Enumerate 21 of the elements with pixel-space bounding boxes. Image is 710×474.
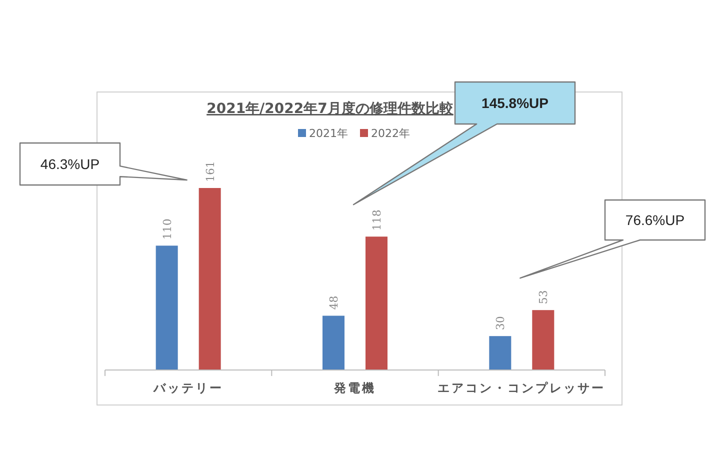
data-label: 53	[537, 290, 550, 304]
bar	[198, 188, 221, 370]
legend-label: 2022年	[371, 127, 410, 140]
text: 46.3%UP	[40, 156, 100, 172]
title: 2021年/2022年7月度の修理件数比較	[206, 101, 454, 117]
data-label: 30	[494, 316, 508, 330]
data-label: 110	[160, 218, 174, 240]
bar	[489, 336, 512, 370]
bar	[322, 316, 344, 370]
x-tick-label: 発電機	[333, 381, 376, 395]
data-label: 48	[328, 296, 340, 310]
x-tick-label: バッテリー	[152, 381, 224, 395]
data-label: 161	[204, 161, 217, 182]
data-label: 118	[370, 210, 384, 231]
text: 76.6%UP	[625, 212, 685, 228]
bar	[366, 236, 388, 370]
legend-label: 2021年	[309, 127, 348, 140]
bar	[156, 246, 178, 370]
x-tick-label: エアコン・コンプレッサー	[438, 381, 606, 395]
text: 145.8%UP	[482, 95, 548, 111]
bar	[532, 310, 554, 370]
